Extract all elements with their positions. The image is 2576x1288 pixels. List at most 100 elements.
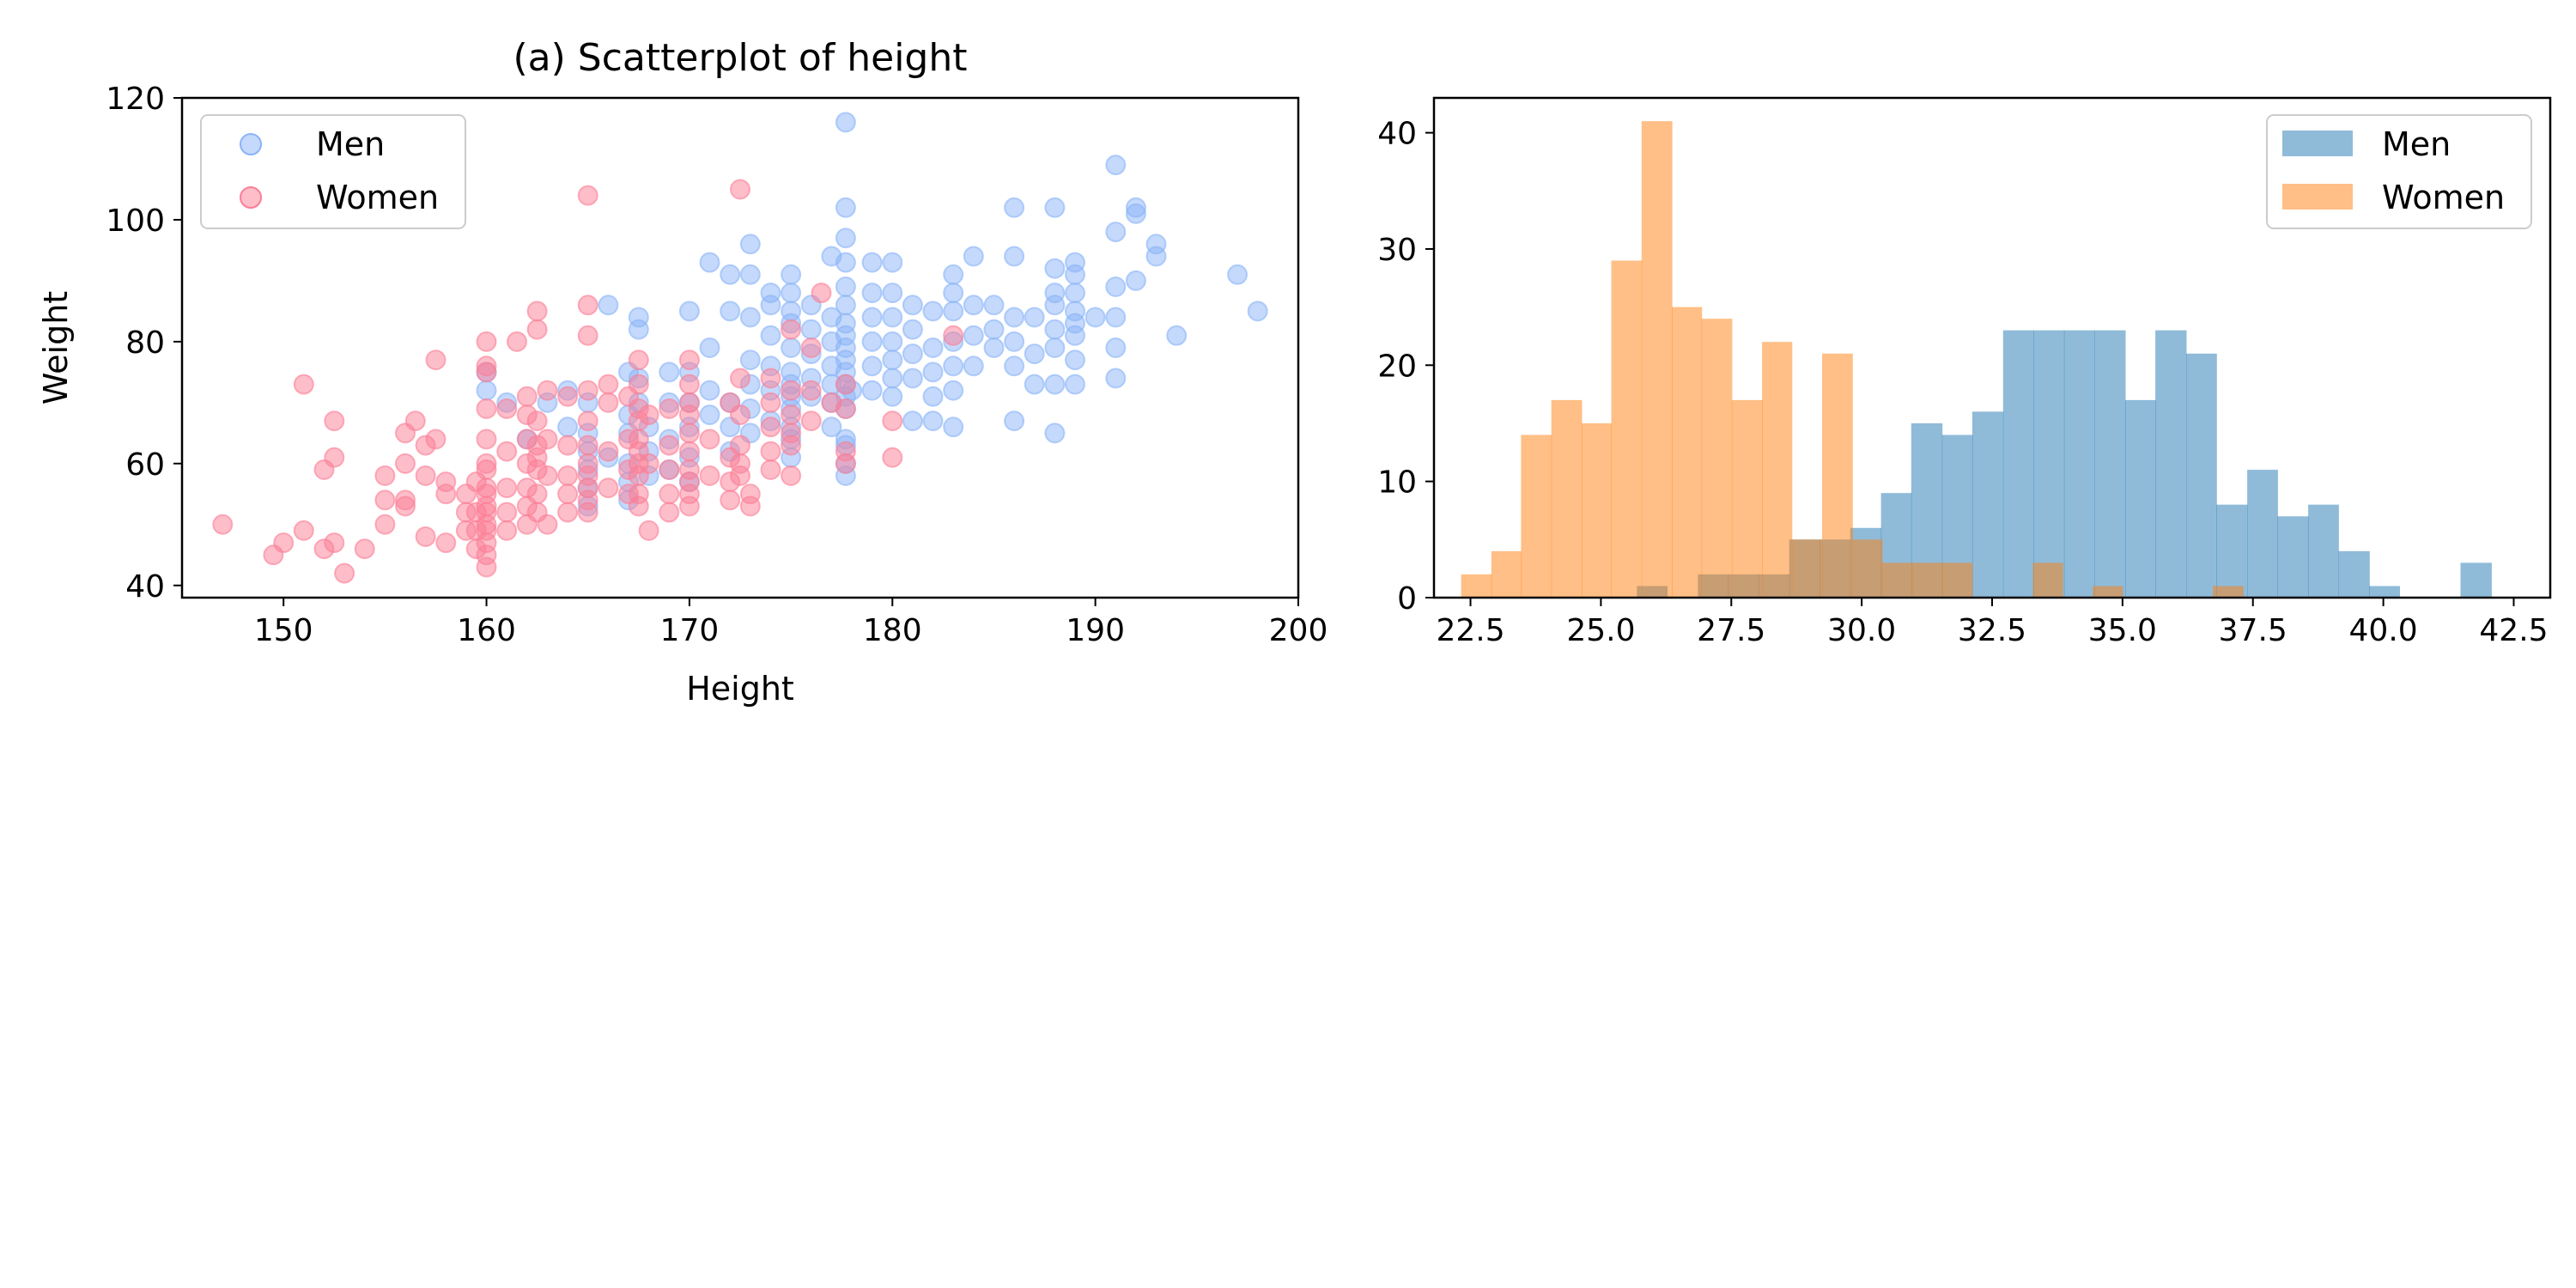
women-point [760,368,781,389]
women-point [324,532,345,554]
women-point [781,404,802,426]
x-tick-label: 30.0 [1827,613,1896,648]
women-point [598,374,619,395]
women-point [943,325,964,346]
men-bar [2369,586,2400,598]
men-point [902,343,923,365]
men-bar [2094,330,2126,598]
men-point [1065,374,1085,395]
women-point [476,331,497,352]
women-point [781,434,802,456]
women-point [678,495,700,517]
men-bar [2063,330,2095,598]
men-point [1044,197,1066,218]
women-point [598,440,619,462]
men-bar [2338,550,2370,598]
men-bar [2155,330,2187,598]
men-bar [1971,411,2004,598]
x-tick-label: 35.0 [2088,613,2157,648]
women-point [659,459,680,480]
men-point [943,264,964,285]
men-point [983,337,1005,358]
men-point [882,368,903,389]
men-point [943,416,964,438]
men-point [902,410,923,432]
men-point [781,337,802,358]
women-point [678,440,700,462]
women-point [476,361,497,383]
men-bar [2247,470,2278,598]
men-point [882,386,903,407]
women-point [374,465,396,486]
y-tick-label: 40 [1377,117,1417,152]
legend-women-marker [240,186,262,209]
women-point [628,374,649,395]
women-point [404,410,426,432]
women-point [720,489,741,511]
women-point [628,495,649,517]
men-point [902,319,923,340]
men-point [1105,368,1127,389]
women-point [781,319,802,340]
legend-men-marker [240,133,262,155]
women-point [537,380,558,401]
men-point [1004,355,1025,377]
women-point [415,526,436,547]
men-point [835,228,856,249]
men-point [963,325,984,346]
women-bar [1581,423,1613,598]
men-point [1125,270,1146,291]
men-point [1044,422,1066,444]
y-tick-label: 30 [1377,233,1417,268]
men-point [699,380,720,401]
men-point [781,283,802,304]
men-point [922,386,944,407]
women-bar [1822,353,1853,598]
women-point [659,434,680,456]
men-point [1024,374,1045,395]
women-point [425,349,447,371]
women-point [659,501,680,523]
women-point [496,501,518,523]
women-point [557,465,579,486]
men-point [963,246,984,267]
women-point [781,465,802,486]
men-point [739,264,761,285]
men-point [882,252,903,273]
women-point [739,495,761,517]
women-point [557,386,579,407]
women-point [882,447,903,468]
women-point [557,501,579,523]
men-point [678,301,700,322]
men-point [1084,307,1106,328]
women-point [730,179,750,200]
y-tick-label: 80 [125,325,165,361]
scatter-title: (a) Scatterplot of height [513,36,968,80]
women-point [526,319,548,340]
women-point [395,453,416,474]
men-point [861,331,883,352]
men-bar [2216,504,2248,598]
women-point [638,404,659,426]
women-point [293,374,314,395]
y-tick-label: 40 [125,569,165,605]
women-point [496,440,518,462]
men-bar [2308,504,2339,598]
women-point [577,295,598,316]
women-point [537,513,558,535]
men-point [720,264,741,285]
x-tick-label: 180 [863,613,922,648]
women-point [526,301,548,322]
men-point [963,355,984,377]
men-point [943,380,964,401]
men-point [922,410,944,432]
histogram-y-ticks: 0 10 20 30 40 [1377,117,1434,617]
men-point [760,325,781,346]
men-bar [2002,330,2034,598]
men-point [943,355,964,377]
men-point [861,307,883,328]
y-tick-label: 20 [1377,349,1417,384]
men-point [835,276,856,297]
legend-women-label: Women [316,179,439,216]
